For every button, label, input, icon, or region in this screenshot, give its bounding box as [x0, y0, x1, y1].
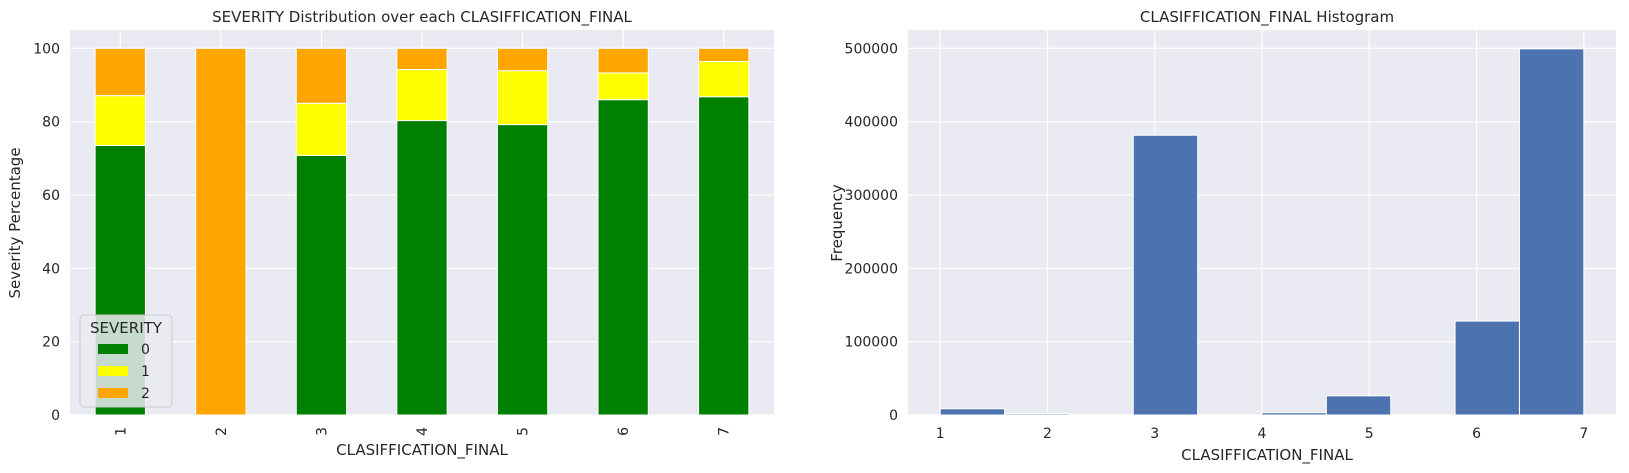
- y-tick-label: 300000: [845, 188, 898, 204]
- legend-label-0: 0: [141, 342, 150, 358]
- bar-segment-cat4-sev1: [396, 69, 448, 122]
- y-tick-label: 20: [42, 335, 60, 351]
- histogram-x-axis-label: CLASIFFICATION_FINAL: [1181, 446, 1353, 465]
- histogram-bar-8: [1454, 320, 1520, 416]
- severity-y-ticks: 0 20 40 60 80 100: [33, 41, 60, 424]
- bar-segment-cat1-sev1: [94, 95, 146, 146]
- x-tick-label: 2: [214, 427, 230, 436]
- bar-segment-cat4-sev0: [396, 120, 448, 416]
- x-tick-label: 5: [516, 427, 532, 436]
- x-tick-label: 2: [1043, 426, 1052, 442]
- y-tick-label: 100000: [845, 335, 898, 351]
- y-tick-label: 500000: [845, 41, 898, 57]
- y-tick-label: 0: [889, 408, 898, 424]
- y-tick-label: 80: [42, 115, 60, 131]
- bar-segment-cat3-sev1: [295, 102, 348, 156]
- x-tick-label: 3: [1150, 426, 1159, 442]
- severity-bars: [94, 47, 750, 416]
- bar-segment-cat7-sev2: [698, 47, 750, 63]
- y-tick-label: 0: [51, 408, 60, 424]
- x-tick-label: 6: [1472, 426, 1481, 442]
- classification-histogram: CLASIFFICATION_FINAL Histogram 010000020…: [828, 8, 1616, 465]
- histogram-bar-0: [939, 408, 1006, 416]
- bar-segment-cat4-sev2: [396, 47, 448, 71]
- x-tick-label: 1: [113, 427, 129, 436]
- y-tick-label: 100: [33, 41, 60, 57]
- severity-y-axis-label: Severity Percentage: [6, 147, 24, 298]
- bar-segment-cat5-sev1: [496, 70, 549, 126]
- x-tick-label: 3: [314, 427, 330, 436]
- histogram-y-axis-label: Frequency: [828, 184, 846, 262]
- histogram-bars: [939, 48, 1585, 416]
- bar-segment-cat5-sev2: [496, 47, 549, 72]
- bar-segment-cat3-sev2: [295, 47, 348, 104]
- y-tick-label: 40: [42, 261, 60, 277]
- x-tick-label: 7: [717, 427, 733, 436]
- x-tick-label: 4: [415, 427, 431, 436]
- bar-segment-cat6-sev0: [597, 99, 649, 416]
- x-tick-label: 5: [1365, 426, 1374, 442]
- legend-label-1: 1: [141, 364, 150, 380]
- severity-x-ticks: 1 2 3 4 5 6 7: [113, 427, 732, 436]
- bar-segment-cat7-sev0: [698, 96, 750, 416]
- legend-title: SEVERITY: [90, 319, 163, 337]
- x-tick-label: 1: [936, 426, 945, 442]
- histogram-bar-3: [1132, 134, 1199, 416]
- histogram-title: CLASIFFICATION_FINAL Histogram: [1140, 8, 1394, 27]
- bar-segment-cat3-sev0: [295, 154, 348, 416]
- severity-chart-title: SEVERITY Distribution over each CLASIFFI…: [212, 8, 632, 27]
- histogram-x-ticks: 1 2 3 4 5 6 7: [936, 426, 1589, 442]
- legend-swatch-2: [98, 388, 128, 398]
- y-tick-label: 400000: [845, 115, 898, 131]
- severity-stacked-bar-chart: SEVERITY Distribution over each CLASIFFI…: [6, 8, 774, 460]
- bar-segment-cat5-sev0: [496, 124, 549, 416]
- bar-segment-cat2-sev2: [195, 47, 247, 416]
- bar-segment-cat1-sev2: [94, 47, 146, 97]
- legend-label-2: 2: [141, 386, 150, 402]
- severity-x-axis-label: CLASIFFICATION_FINAL: [336, 441, 508, 460]
- legend-swatch-0: [98, 344, 128, 354]
- legend-box: [79, 314, 173, 408]
- bar-segment-cat6-sev1: [597, 72, 649, 101]
- histogram-bar-6: [1325, 395, 1392, 416]
- x-tick-label: 6: [616, 427, 632, 436]
- severity-legend: SEVERITY 0 1 2: [79, 314, 173, 408]
- x-tick-label: 4: [1258, 426, 1267, 442]
- histogram-y-ticks: 0 100000 200000 300000 400000 500000: [845, 41, 898, 424]
- histogram-bar-9: [1518, 48, 1585, 416]
- x-tick-label: 7: [1579, 426, 1588, 442]
- histogram-bar-1: [1004, 413, 1070, 416]
- bar-segment-cat7-sev1: [698, 61, 750, 98]
- legend-swatch-1: [98, 366, 128, 376]
- bar-segment-cat6-sev2: [597, 47, 649, 74]
- histogram-bar-5: [1261, 412, 1327, 416]
- y-tick-label: 200000: [845, 261, 898, 277]
- y-tick-label: 60: [42, 188, 60, 204]
